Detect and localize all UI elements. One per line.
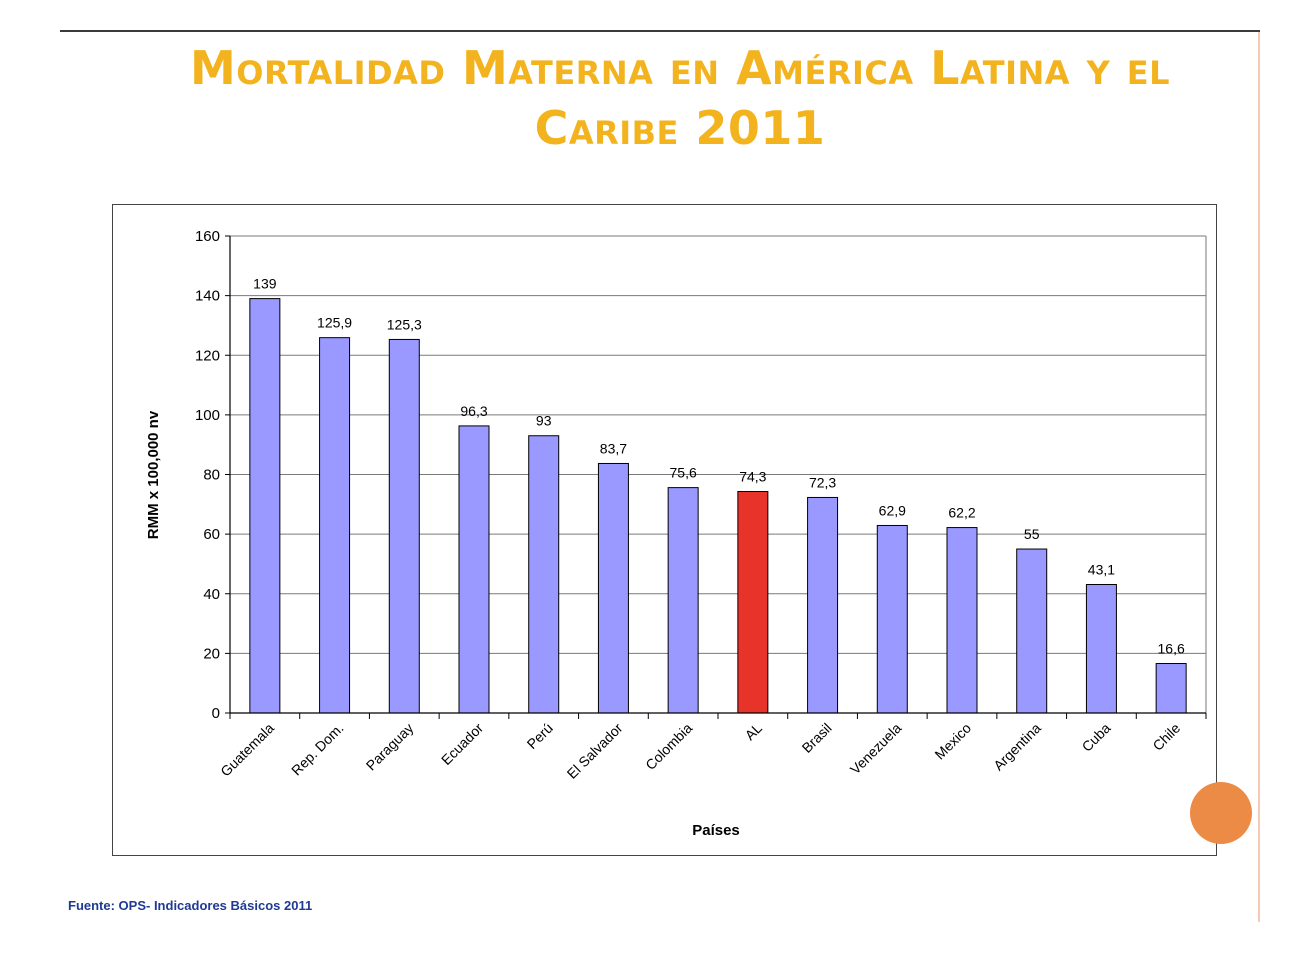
bar [319,337,351,714]
bar [528,435,560,714]
value-label: 93 [536,413,552,429]
bars [249,298,1187,714]
x-tick-label: Argentina [990,720,1044,774]
y-tick-label: 80 [203,467,220,484]
value-label: 43,1 [1088,562,1115,578]
x-tick-label: El Salvador [564,720,626,782]
y-tick-label: 60 [203,526,220,543]
bar [946,527,978,714]
value-label: 72,3 [809,474,836,490]
gridlines [230,235,1207,713]
y-tick-label: 140 [195,288,220,305]
x-tick-label: Brasil [799,720,835,756]
slide-title-line-2: Caribe 2011 [534,101,826,155]
x-tick-label: Paraguay [363,720,417,774]
right-divider [1258,32,1260,922]
bar [1085,584,1117,714]
value-label: 139 [253,276,277,292]
y-axis-title: RMM x 100,000 nv [145,410,162,539]
x-tick-label: Cuba [1079,720,1114,755]
value-label: 16,6 [1158,641,1185,657]
axes [225,235,1207,719]
value-label: 125,9 [317,315,352,331]
value-label: 75,6 [670,465,697,481]
x-tick-label: Ecuador [438,720,486,768]
x-tick-label: Mexico [931,720,974,763]
bar [737,490,769,714]
bar [1016,548,1048,714]
bar [667,487,699,714]
x-axis-title: Países [692,822,740,839]
x-tick-label: Venezuela [847,720,905,778]
value-label: 55 [1024,526,1040,542]
bar [388,338,420,714]
y-tick-label: 0 [212,705,220,722]
value-label: 62,2 [948,505,975,521]
y-tick-label: 100 [195,407,220,424]
bar [249,298,281,714]
slide-title-line-1: Mortalidad Materna en América Latina y e… [189,41,1171,95]
bar-chart: 0 20 40 60 80 100 120 140 160 139 Guatemala 125,9 Re… [145,228,1207,839]
x-tick-label: AL [742,720,766,744]
bar [458,425,490,714]
x-tick-label: Chile [1149,720,1183,754]
value-label: 62,9 [879,502,906,518]
y-tick-label: 120 [195,347,220,364]
source-note: Fuente: OPS- Indicadores Básicos 2011 [68,898,313,913]
x-tick-label: Colombia [642,720,695,773]
x-tick-label: Guatemala [217,720,277,780]
top-divider [60,30,1260,32]
value-label: 83,7 [600,440,627,456]
slide-title: Mortalidad Materna en América Latina y e… [60,38,1300,158]
y-tick-label: 40 [203,586,220,603]
x-tick-label: Rep. Dom. [288,720,347,779]
x-tick-label: Perú [524,720,556,752]
value-label: 74,3 [739,468,766,484]
decorative-circle [1190,782,1252,844]
chart-frame: 0 20 40 60 80 100 120 140 160 139 Guatemala 125,9 Re… [112,204,1217,856]
y-tick-label: 160 [195,228,220,245]
value-label: 125,3 [387,316,422,332]
value-label: 96,3 [460,403,487,419]
bar [876,524,908,714]
bar [807,496,839,714]
bar [1155,663,1187,714]
bar [597,462,629,714]
y-tick-label: 20 [203,645,220,662]
